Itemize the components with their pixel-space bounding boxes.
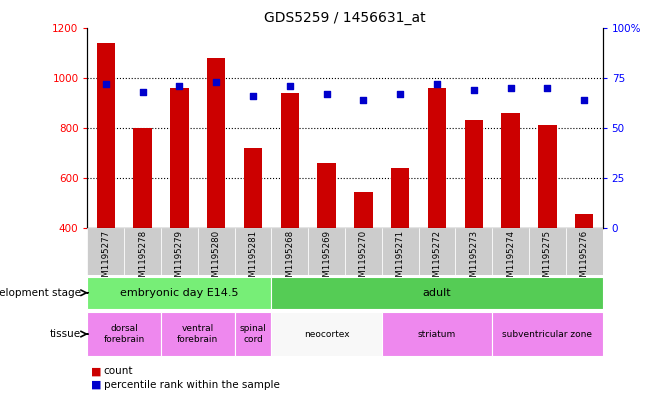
Point [100,81,111,87]
Point [248,92,259,99]
Text: striatum: striatum [418,330,456,338]
Text: GSM1195274: GSM1195274 [506,230,515,288]
Text: ventral
forebrain: ventral forebrain [178,324,218,344]
Text: spinal
cord: spinal cord [240,324,266,344]
Bar [272,277,603,309]
Bar [382,228,419,275]
Bar [308,228,345,275]
Text: count: count [104,366,133,376]
Text: GSM1195271: GSM1195271 [396,230,405,288]
Text: embryonic day E14.5: embryonic day E14.5 [121,288,238,298]
Bar [419,228,456,275]
Point [579,97,590,103]
Bar [170,88,189,328]
Point [469,86,479,93]
Text: GSM1195276: GSM1195276 [580,230,589,288]
Text: GSM1195269: GSM1195269 [322,230,331,288]
Text: GSM1195275: GSM1195275 [543,230,552,288]
Bar [87,277,272,309]
Point [395,90,406,97]
Text: GSM1195278: GSM1195278 [138,230,147,288]
Point [542,84,553,91]
Bar [529,228,566,275]
Point [284,83,295,89]
Bar [382,312,492,356]
Bar [575,214,594,328]
Bar [391,168,410,328]
Bar [465,120,483,328]
Bar [124,228,161,275]
Point [174,83,185,89]
Point [321,90,332,97]
Text: dorsal
forebrain: dorsal forebrain [104,324,145,344]
Bar [281,93,299,328]
Text: neocortex: neocortex [304,330,349,338]
Point [432,81,442,87]
Title: GDS5259 / 1456631_at: GDS5259 / 1456631_at [264,11,426,25]
Text: ■: ■ [91,380,101,390]
Text: GSM1195272: GSM1195272 [433,230,441,288]
Text: adult: adult [422,288,452,298]
Text: GSM1195270: GSM1195270 [359,230,368,288]
Bar [207,57,226,328]
Text: percentile rank within the sample: percentile rank within the sample [104,380,279,390]
Bar [97,42,115,328]
Text: tissue: tissue [50,329,81,339]
Point [137,88,148,95]
Point [211,79,222,85]
Bar [161,312,235,356]
Text: ■: ■ [91,366,101,376]
Bar [354,192,373,328]
Point [505,84,516,91]
Bar [87,228,124,275]
Bar [272,312,382,356]
Bar [538,125,557,328]
Text: subventricular zone: subventricular zone [502,330,592,338]
Bar [87,312,161,356]
Text: GSM1195277: GSM1195277 [101,230,110,288]
Text: GSM1195280: GSM1195280 [212,230,221,288]
Bar [272,228,308,275]
Bar [198,228,235,275]
Point [358,97,369,103]
Bar [456,228,492,275]
Text: GSM1195268: GSM1195268 [285,230,294,288]
Bar [502,113,520,328]
Text: GSM1195279: GSM1195279 [175,230,184,288]
Text: GSM1195273: GSM1195273 [469,230,478,288]
Text: GSM1195281: GSM1195281 [249,230,257,288]
Bar [492,228,529,275]
Bar [235,312,272,356]
Bar [161,228,198,275]
Bar [492,312,603,356]
Bar [345,228,382,275]
Bar [318,163,336,328]
Bar [244,148,262,328]
Bar [566,228,603,275]
Text: development stage: development stage [0,288,81,298]
Bar [235,228,272,275]
Bar [428,88,446,328]
Bar [133,128,152,328]
